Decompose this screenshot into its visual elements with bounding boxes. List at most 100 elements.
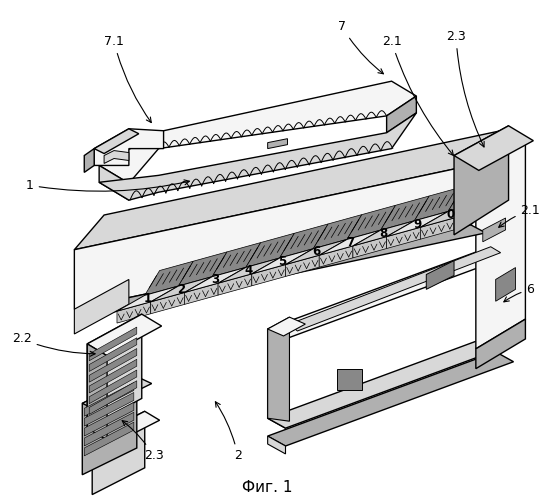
Polygon shape <box>353 221 414 246</box>
Polygon shape <box>387 212 448 237</box>
Text: 1: 1 <box>144 292 152 305</box>
Polygon shape <box>268 245 514 339</box>
Polygon shape <box>454 126 509 235</box>
Text: 2.3: 2.3 <box>446 30 484 147</box>
Polygon shape <box>218 274 252 295</box>
Polygon shape <box>84 412 134 446</box>
Polygon shape <box>381 196 429 230</box>
Polygon shape <box>387 228 420 249</box>
Polygon shape <box>99 113 416 200</box>
Polygon shape <box>476 319 525 369</box>
Polygon shape <box>84 402 134 436</box>
Polygon shape <box>92 411 145 495</box>
Text: 2.1: 2.1 <box>382 35 454 155</box>
Text: 7: 7 <box>346 236 354 249</box>
Polygon shape <box>286 255 319 276</box>
Polygon shape <box>483 218 505 242</box>
Polygon shape <box>87 314 142 428</box>
Polygon shape <box>252 264 286 286</box>
Polygon shape <box>75 225 486 317</box>
Polygon shape <box>184 283 218 304</box>
Polygon shape <box>178 252 227 286</box>
Polygon shape <box>82 377 152 410</box>
Polygon shape <box>280 224 328 258</box>
Text: 3: 3 <box>211 273 219 286</box>
Polygon shape <box>313 215 362 249</box>
Polygon shape <box>151 292 184 314</box>
Text: 9: 9 <box>413 218 422 231</box>
Text: 0: 0 <box>447 208 455 221</box>
Polygon shape <box>268 139 287 149</box>
Text: Фиг. 1: Фиг. 1 <box>242 480 293 495</box>
Polygon shape <box>89 359 137 393</box>
Text: 7.1: 7.1 <box>104 35 151 123</box>
Polygon shape <box>89 381 137 415</box>
Polygon shape <box>89 370 137 404</box>
Polygon shape <box>218 258 280 283</box>
Polygon shape <box>396 221 421 244</box>
Polygon shape <box>286 240 347 264</box>
Polygon shape <box>289 247 501 331</box>
Polygon shape <box>92 411 160 447</box>
Polygon shape <box>89 338 137 371</box>
Polygon shape <box>337 369 362 391</box>
Polygon shape <box>75 166 471 309</box>
Text: 1: 1 <box>26 179 190 192</box>
Polygon shape <box>94 129 164 166</box>
Polygon shape <box>471 131 501 225</box>
Polygon shape <box>84 149 94 172</box>
Polygon shape <box>87 314 161 356</box>
Polygon shape <box>268 329 286 428</box>
Polygon shape <box>426 260 454 289</box>
Polygon shape <box>75 279 129 334</box>
Polygon shape <box>414 187 463 221</box>
Polygon shape <box>87 344 107 440</box>
Polygon shape <box>82 377 137 475</box>
Polygon shape <box>454 126 534 170</box>
Polygon shape <box>117 302 151 323</box>
Polygon shape <box>476 141 525 349</box>
Polygon shape <box>420 202 482 228</box>
Polygon shape <box>268 436 286 454</box>
Polygon shape <box>268 352 514 446</box>
Text: 2: 2 <box>177 283 185 296</box>
Polygon shape <box>347 205 395 240</box>
Polygon shape <box>117 286 178 311</box>
Polygon shape <box>184 267 246 292</box>
Polygon shape <box>319 246 353 267</box>
Polygon shape <box>89 348 137 382</box>
Polygon shape <box>246 233 294 267</box>
Polygon shape <box>212 243 261 276</box>
Polygon shape <box>104 151 129 164</box>
Polygon shape <box>454 131 525 170</box>
Polygon shape <box>353 237 387 258</box>
Polygon shape <box>268 334 514 428</box>
Polygon shape <box>268 317 305 336</box>
Polygon shape <box>99 81 416 183</box>
Polygon shape <box>145 261 193 295</box>
Text: 2: 2 <box>215 402 242 463</box>
Text: 6: 6 <box>312 246 320 258</box>
Text: 2.2: 2.2 <box>12 332 95 356</box>
Text: 6: 6 <box>504 283 534 302</box>
Text: 5: 5 <box>279 255 287 268</box>
Text: 4: 4 <box>245 264 253 277</box>
Polygon shape <box>420 218 454 239</box>
Polygon shape <box>75 131 501 250</box>
Text: 2.3: 2.3 <box>122 421 164 463</box>
Text: 2.1: 2.1 <box>499 204 540 228</box>
Polygon shape <box>94 129 139 154</box>
Polygon shape <box>387 96 416 133</box>
Text: 7: 7 <box>338 20 383 74</box>
Polygon shape <box>99 166 129 200</box>
Polygon shape <box>496 267 516 301</box>
Polygon shape <box>268 317 289 421</box>
Polygon shape <box>496 245 514 344</box>
Polygon shape <box>154 277 178 303</box>
Polygon shape <box>319 230 381 255</box>
Polygon shape <box>84 383 134 416</box>
Polygon shape <box>89 327 137 361</box>
Polygon shape <box>252 249 313 274</box>
Polygon shape <box>448 177 497 212</box>
Polygon shape <box>84 422 134 456</box>
